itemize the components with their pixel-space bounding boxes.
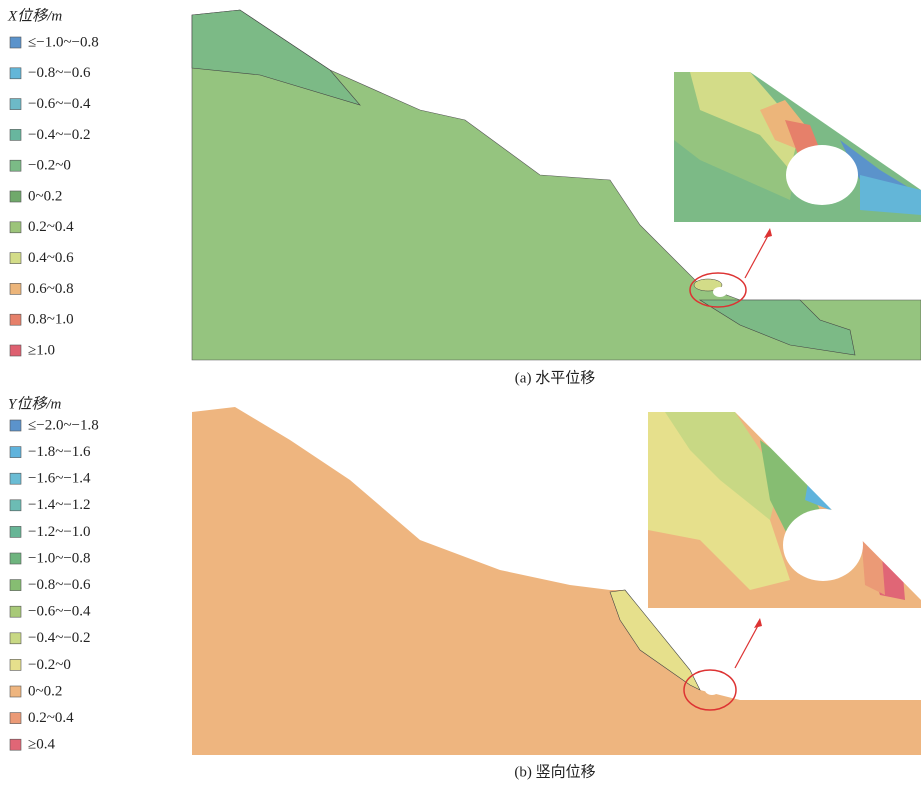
legend-swatch bbox=[9, 129, 22, 141]
legend-swatch bbox=[9, 221, 22, 234]
legend-swatch bbox=[9, 159, 22, 172]
legend-swatch bbox=[9, 738, 22, 751]
inset-b-zone1 bbox=[648, 412, 790, 590]
legend-swatch bbox=[9, 190, 22, 203]
legend-label: −0.4~−0.2 bbox=[28, 127, 91, 143]
tunnel-b-inset bbox=[783, 509, 863, 581]
arrow-b bbox=[734, 621, 761, 669]
highlight-b bbox=[683, 669, 737, 711]
highlight-a bbox=[689, 272, 747, 308]
legend-label: −0.2~0 bbox=[28, 657, 71, 673]
inset-b-corner bbox=[735, 412, 921, 600]
legend-label: −1.0~−0.8 bbox=[28, 550, 91, 566]
legend-label: −0.4~−0.2 bbox=[28, 630, 91, 646]
legend-label: 0~0.2 bbox=[28, 683, 62, 699]
arrow-head-b bbox=[754, 618, 762, 628]
legend-label: 0.2~0.4 bbox=[28, 710, 74, 726]
arrow-head-a bbox=[764, 228, 772, 238]
tunnel-a bbox=[713, 287, 727, 297]
tunnel-b bbox=[705, 685, 719, 695]
legend-swatch bbox=[9, 685, 22, 698]
legend-swatch bbox=[9, 526, 22, 538]
legend-label: −1.4~−1.2 bbox=[28, 497, 91, 513]
legend-title: Y位移/m bbox=[8, 395, 62, 412]
legend-label: ≥1.0 bbox=[28, 342, 55, 358]
legend-swatch bbox=[9, 98, 22, 110]
legend-label: 0.8~1.0 bbox=[28, 312, 74, 328]
legend-label: −0.6~−0.4 bbox=[28, 604, 91, 620]
legend-swatch bbox=[9, 313, 22, 326]
caption: (b) 竖向位移 bbox=[514, 763, 595, 780]
legend-swatch bbox=[9, 552, 22, 565]
legend-label: −0.6~−0.4 bbox=[28, 96, 91, 112]
legend-swatch bbox=[9, 712, 22, 724]
legend-swatch bbox=[9, 499, 22, 512]
slope-a bbox=[191, 9, 921, 361]
inset-b-zone2 bbox=[665, 412, 780, 520]
slope-b bbox=[192, 407, 921, 755]
inset-a-corner bbox=[750, 72, 921, 190]
zone-a bbox=[191, 9, 361, 106]
legend-swatch bbox=[9, 632, 22, 645]
legend-label: ≤−2.0~−1.8 bbox=[28, 417, 99, 433]
legend-swatch bbox=[9, 419, 22, 432]
legend-label: −0.2~0 bbox=[28, 158, 71, 174]
legend-swatch bbox=[9, 67, 22, 80]
legend-swatch bbox=[9, 36, 22, 49]
zone-a2 bbox=[698, 299, 856, 356]
legend-swatch bbox=[9, 472, 22, 485]
legend-swatch bbox=[9, 579, 22, 591]
legend-swatch bbox=[9, 283, 22, 295]
zone-b bbox=[609, 589, 701, 691]
legend-swatch bbox=[9, 344, 22, 357]
legend-label: 0.6~0.8 bbox=[28, 281, 74, 297]
tunnel-a-inset bbox=[786, 145, 858, 205]
arrow-a bbox=[744, 231, 771, 279]
legend-label: −1.8~−1.6 bbox=[28, 444, 91, 460]
legend-label: ≤−1.0~−0.8 bbox=[28, 34, 99, 50]
caption: (a) 水平位移 bbox=[515, 369, 595, 386]
legend-label: 0.2~0.4 bbox=[28, 219, 74, 235]
zone-a3 bbox=[693, 278, 723, 292]
legend-label: 0~0.2 bbox=[28, 188, 62, 204]
legend-label: −1.2~−1.0 bbox=[28, 524, 91, 540]
legend-swatch bbox=[9, 659, 22, 671]
legend-label: ≥0.4 bbox=[28, 737, 55, 753]
legend-swatch bbox=[9, 252, 22, 264]
legend-label: 0.4~0.6 bbox=[28, 250, 74, 266]
legend-label: −0.8~−0.6 bbox=[28, 65, 91, 81]
legend-label: −0.8~−0.6 bbox=[28, 577, 91, 593]
legend-swatch bbox=[9, 605, 22, 618]
inset-a-zone2 bbox=[690, 72, 800, 170]
legend-label: −1.6~−1.4 bbox=[28, 471, 91, 487]
inset-a-zone6 bbox=[860, 175, 921, 215]
legend-title: X位移/m bbox=[7, 7, 62, 24]
legend-swatch bbox=[9, 446, 22, 458]
